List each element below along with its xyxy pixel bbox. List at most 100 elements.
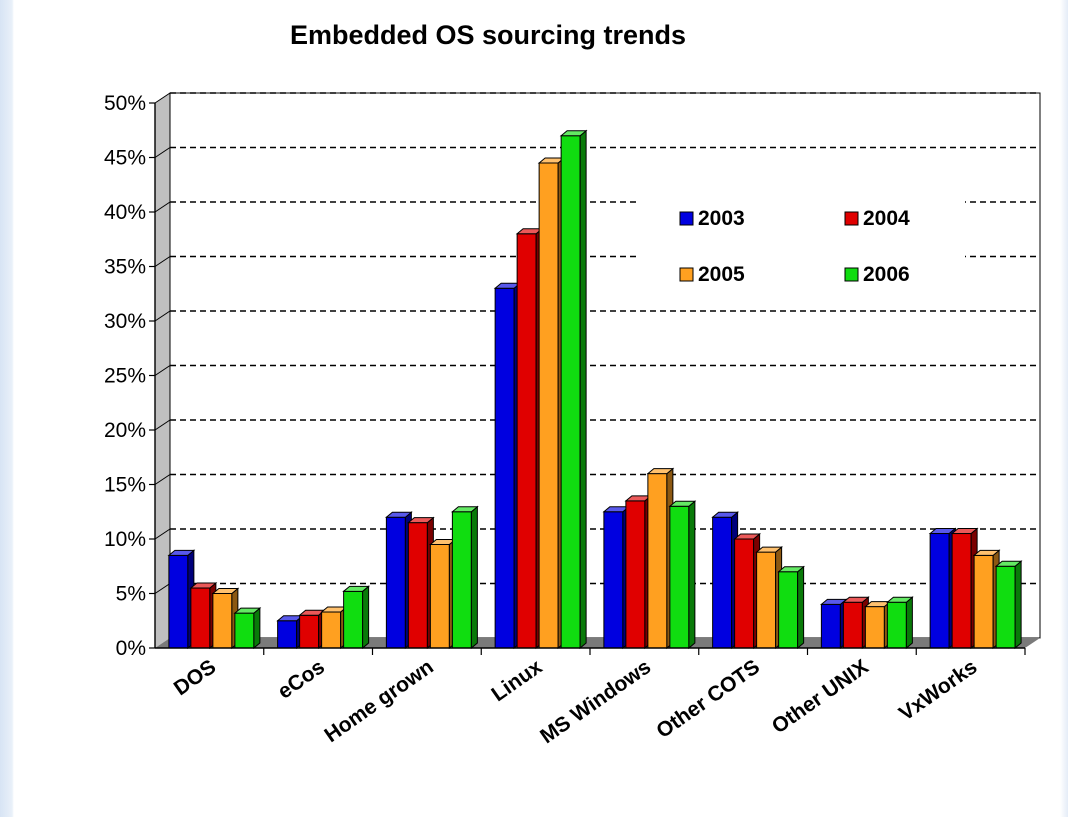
bar-top: [972, 549, 1001, 556]
y-tick-label: 15%: [104, 474, 146, 497]
bar-front: [929, 533, 950, 649]
y-tick-label: 0%: [116, 637, 146, 660]
x-tick-label: DOS: [170, 655, 220, 700]
bar: [515, 227, 544, 650]
bar-side: [253, 607, 261, 650]
bar: [384, 511, 413, 650]
bar-top: [211, 588, 240, 594]
bar: [450, 505, 479, 650]
legend-label: 2003: [698, 207, 745, 230]
y-axis-ticks: 0% 5% 10% 15% 20% 25% 30% 35% 40% 45% 50%: [104, 92, 155, 660]
bar-side: [362, 585, 370, 650]
gridline-side: [154, 310, 171, 322]
bar-side: [688, 500, 696, 650]
bar-front: [343, 590, 364, 649]
bar: [668, 500, 697, 650]
bar: [189, 581, 218, 650]
bar-top: [559, 130, 588, 137]
legend-swatch: [844, 211, 859, 226]
y-tick-label: 40%: [104, 201, 146, 224]
bar-front: [778, 571, 799, 649]
bar: [841, 596, 870, 650]
y-tick-label: 5%: [116, 583, 146, 606]
legend-label: 2004: [863, 207, 910, 230]
bar: [646, 467, 675, 650]
bar-front: [951, 533, 972, 649]
bar-top: [406, 517, 435, 524]
bar-top: [733, 533, 762, 540]
bar: [406, 516, 435, 650]
bar: [167, 549, 196, 650]
bar: [755, 546, 784, 650]
floor: [155, 638, 1040, 648]
x-tick-label: VxWorks: [895, 655, 982, 725]
gridline-side: [154, 365, 171, 376]
chart-title: Embedded OS sourcing trends: [290, 20, 686, 50]
legend-background: [640, 190, 965, 310]
x-tick-label: MS Windows: [536, 655, 655, 748]
bar-top: [928, 528, 957, 535]
bar: [733, 532, 762, 650]
x-tick-label: Other UNIX: [768, 655, 873, 738]
y-tick-label: 25%: [104, 365, 146, 388]
gridline-side: [154, 419, 171, 431]
bar: [428, 538, 457, 650]
legend-label: 2005: [698, 263, 745, 286]
bar-front: [669, 505, 690, 649]
bar-front: [277, 620, 298, 649]
legend-swatch: [679, 267, 694, 282]
bar-top: [189, 582, 218, 589]
legend-swatch: [844, 267, 859, 282]
x-tick-label: Linux: [487, 655, 546, 706]
x-tick-label: Home grown: [320, 655, 437, 747]
bars: [167, 129, 1023, 650]
bar: [885, 596, 914, 650]
gridline-side: [154, 147, 171, 158]
bar-front: [234, 612, 255, 649]
bar-front: [429, 543, 450, 649]
bar-front: [886, 601, 907, 649]
bar-front: [168, 554, 189, 649]
bar-top: [342, 585, 371, 592]
bar-front: [864, 606, 885, 649]
y-tick-label: 30%: [104, 310, 146, 333]
bar: [559, 129, 588, 650]
gridline-side: [154, 528, 171, 540]
bar-top: [994, 560, 1023, 567]
bar-top: [646, 468, 675, 475]
bar-front: [516, 233, 537, 649]
bar-front: [973, 554, 994, 649]
bar: [211, 587, 240, 650]
bar: [863, 600, 892, 650]
bar-front: [734, 538, 755, 649]
bar-top: [777, 566, 806, 573]
bar-front: [756, 551, 777, 649]
y-tick-label: 45%: [104, 147, 146, 170]
bar-front: [647, 473, 668, 649]
plot-walls: [155, 92, 1041, 648]
bar-side: [1014, 560, 1022, 650]
bar: [711, 511, 740, 650]
bar-front: [407, 522, 428, 649]
bar: [298, 609, 327, 650]
bar: [342, 585, 371, 650]
bar-front: [820, 603, 841, 649]
legend: 2003 2004 2005 2006: [640, 190, 965, 310]
bar: [602, 505, 631, 650]
x-tick-label: Other COTS: [652, 655, 764, 743]
bar-front: [212, 593, 233, 649]
bar: [819, 598, 848, 650]
bar-front: [385, 516, 406, 649]
bar-front: [494, 287, 515, 649]
bar-side: [797, 565, 805, 650]
bar-top: [384, 511, 413, 518]
bar-front: [995, 565, 1016, 649]
bar-front: [712, 516, 733, 649]
y-tick-label: 35%: [104, 256, 146, 279]
y-tick-label: 50%: [104, 92, 146, 115]
bar: [624, 494, 653, 650]
bar: [994, 560, 1023, 650]
